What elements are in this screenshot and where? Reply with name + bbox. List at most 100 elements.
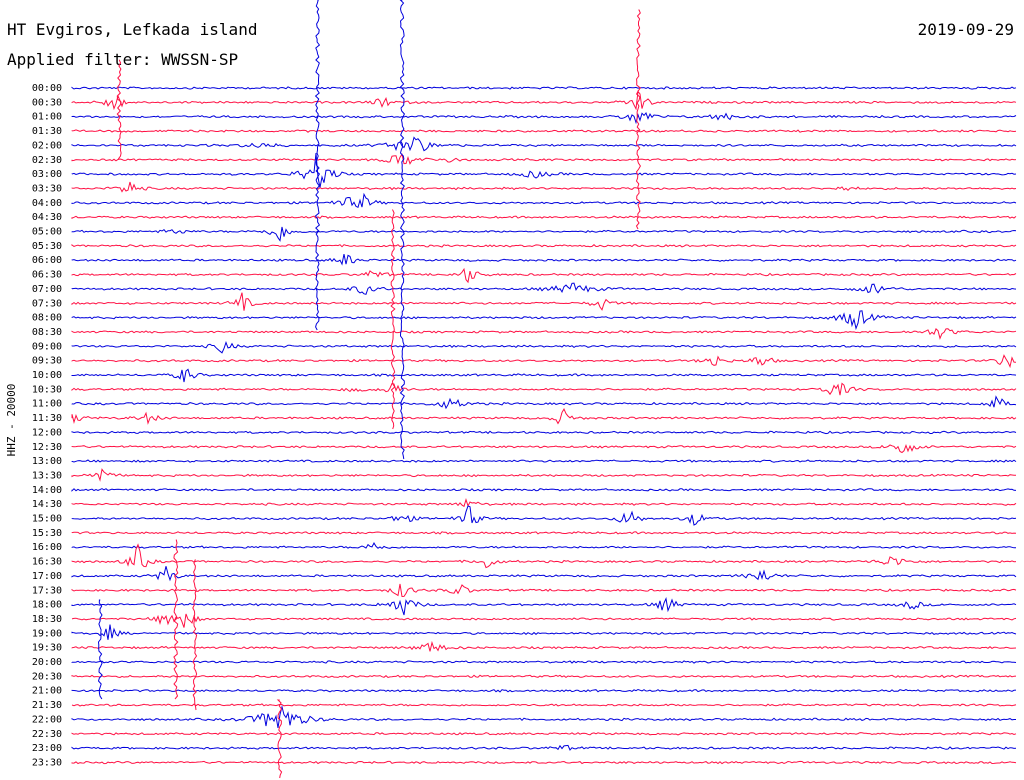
trace-line — [71, 704, 1016, 728]
trace-line — [71, 368, 1017, 383]
time-label: 06:00 — [32, 255, 62, 266]
time-label: 10:00 — [32, 370, 62, 381]
trace-line — [71, 136, 1017, 152]
trace-line — [71, 244, 1017, 248]
event-spike — [276, 699, 283, 779]
trace-line — [71, 267, 1017, 284]
time-label: 16:30 — [32, 557, 62, 568]
event-spike — [97, 599, 103, 700]
time-label: 23:00 — [32, 743, 62, 754]
trace-line — [71, 328, 1017, 340]
time-label: 14:00 — [32, 485, 62, 496]
time-label: 17:00 — [32, 571, 62, 582]
trace-line — [71, 395, 1017, 410]
time-label: 20:00 — [32, 657, 62, 668]
time-label: 05:00 — [32, 227, 62, 238]
trace-line — [71, 624, 1017, 640]
trace-line — [71, 583, 1017, 598]
time-label: 16:00 — [32, 542, 62, 553]
trace-line — [71, 192, 1017, 208]
time-label: 18:00 — [32, 600, 62, 611]
time-label: 05:30 — [32, 241, 62, 252]
date-label: 2019-09-29 — [917, 20, 1014, 39]
trace-line — [71, 354, 1017, 369]
trace-line — [71, 613, 1017, 628]
trace-line — [71, 340, 1017, 354]
trace-line — [71, 541, 1016, 550]
time-label: 22:00 — [32, 714, 62, 725]
event-spike — [192, 559, 198, 711]
time-label: 02:00 — [32, 140, 62, 151]
trace-line — [71, 254, 1017, 266]
time-label: 03:30 — [32, 183, 62, 194]
trace-line — [71, 744, 1017, 751]
time-label: 11:30 — [32, 413, 62, 424]
channel-scale-label: HHZ - 20000 — [5, 384, 18, 457]
trace-line — [71, 382, 1017, 396]
time-labels: 00:00 00:30 01:00 01:30 02:00 02:30 03:00 03:30… — [32, 83, 62, 768]
time-label: 06:30 — [32, 270, 62, 281]
time-label: 13:30 — [32, 470, 62, 481]
time-label: 22:30 — [32, 729, 62, 740]
time-label: 12:00 — [32, 427, 62, 438]
event-spike — [314, 0, 321, 331]
time-label: 07:30 — [32, 298, 62, 309]
event-spike — [116, 59, 122, 160]
time-label: 15:30 — [32, 528, 62, 539]
time-label: 01:00 — [32, 112, 62, 123]
time-label: 09:00 — [32, 341, 62, 352]
time-label: 04:00 — [32, 198, 62, 209]
trace-line — [71, 112, 1017, 125]
event-spike — [390, 209, 396, 430]
trace-line — [71, 282, 1017, 295]
time-label: 07:00 — [32, 284, 62, 295]
filter-label: Applied filter: WWSSN-SP — [7, 50, 239, 69]
event-spike — [399, 0, 405, 460]
trace-line — [71, 488, 1017, 492]
trace-line — [71, 468, 1017, 482]
trace-line — [71, 505, 1017, 526]
trace-line — [71, 86, 1017, 90]
trace-line — [71, 674, 1017, 679]
time-label: 17:30 — [32, 585, 62, 596]
trace-line — [71, 703, 1017, 707]
time-label: 19:30 — [32, 643, 62, 654]
trace-line — [71, 731, 1017, 736]
trace-line — [71, 408, 1017, 425]
time-label: 14:30 — [32, 499, 62, 510]
trace-line — [71, 90, 1017, 111]
trace-line — [71, 430, 1017, 435]
trace-line — [71, 292, 1017, 311]
time-label: 23:30 — [32, 757, 62, 768]
trace-line — [71, 566, 1017, 582]
trace-line — [71, 688, 1017, 693]
trace-line — [71, 444, 1017, 454]
trace-line — [71, 760, 1017, 765]
trace-lines — [71, 0, 1017, 779]
time-label: 08:00 — [32, 313, 62, 324]
time-label: 19:00 — [32, 628, 62, 639]
event-spike — [635, 9, 641, 230]
trace-line — [71, 153, 1017, 165]
station-title: HT Evgiros, Lefkada island — [7, 20, 258, 39]
trace-line — [71, 459, 1017, 463]
time-label: 11:00 — [32, 399, 62, 410]
time-label: 21:00 — [32, 686, 62, 697]
time-label: 20:30 — [32, 671, 62, 682]
trace-line — [71, 215, 1017, 219]
time-label: 01:30 — [32, 126, 62, 137]
trace-line — [71, 498, 1017, 508]
event-spike — [173, 539, 179, 700]
trace-line — [71, 640, 1017, 652]
trace-line — [71, 153, 1017, 188]
trace-line — [71, 543, 1017, 569]
trace-line — [71, 226, 1017, 242]
time-label: 18:30 — [32, 614, 62, 625]
trace-line — [71, 597, 1017, 616]
time-label: 15:00 — [32, 514, 62, 525]
time-label: 21:30 — [32, 700, 62, 711]
trace-line — [71, 181, 1017, 193]
trace-line — [71, 310, 1017, 331]
time-label: 12:30 — [32, 442, 62, 453]
